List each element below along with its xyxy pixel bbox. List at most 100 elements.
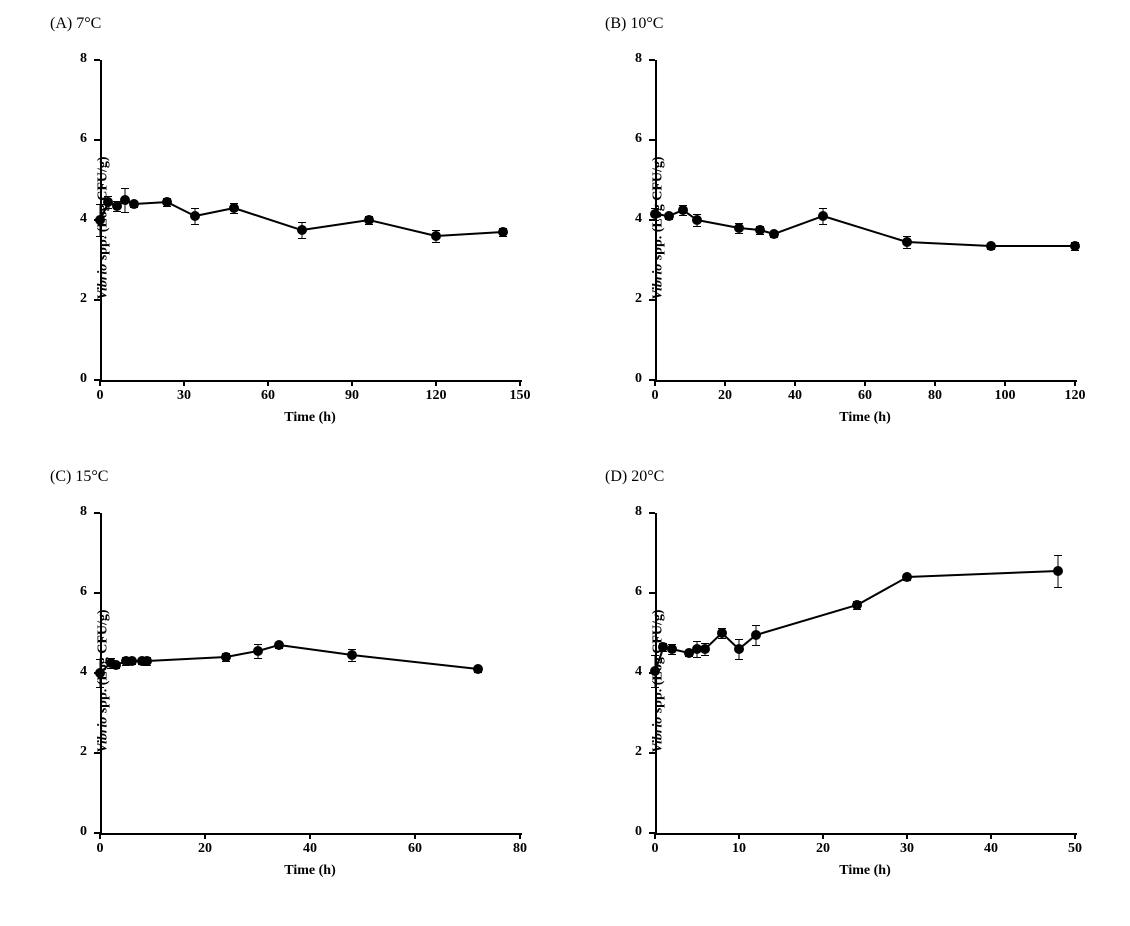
- panel-a: (A) 7°C Vibrio spp. (Log CFU/g)Time (h)0…: [20, 20, 555, 453]
- data-point: [274, 640, 284, 650]
- error-cap: [903, 248, 911, 249]
- y-tick-label: 0: [65, 824, 87, 840]
- error-cap: [254, 658, 262, 659]
- data-point: [95, 668, 105, 678]
- data-point: [1070, 241, 1080, 251]
- data-point: [667, 644, 677, 654]
- chart-grid: (A) 7°C Vibrio spp. (Log CFU/g)Time (h)0…: [20, 20, 1110, 906]
- x-tick-label: 100: [985, 388, 1025, 404]
- error-cap: [254, 644, 262, 645]
- error-cap: [1054, 555, 1062, 556]
- x-tick-label: 30: [887, 841, 927, 857]
- error-cap: [121, 188, 129, 189]
- data-point: [769, 229, 779, 239]
- data-point: [473, 664, 483, 674]
- data-point: [95, 215, 105, 225]
- data-point: [818, 211, 828, 221]
- y-tick: [94, 752, 100, 754]
- data-point: [498, 227, 508, 237]
- data-point: [700, 644, 710, 654]
- x-tick: [822, 833, 824, 839]
- data-point: [692, 215, 702, 225]
- x-tick: [738, 833, 740, 839]
- y-tick-label: 8: [65, 51, 87, 67]
- error-cap: [819, 208, 827, 209]
- error-cap: [298, 222, 306, 223]
- error-cap: [651, 687, 659, 688]
- x-tick: [1004, 380, 1006, 386]
- data-point: [650, 209, 660, 219]
- x-axis-label: Time (h): [270, 863, 350, 879]
- error-cap: [693, 657, 701, 658]
- error-cap: [96, 236, 104, 237]
- x-tick-label: 90: [332, 388, 372, 404]
- y-tick-label: 8: [620, 51, 642, 67]
- x-tick-label: 60: [248, 388, 288, 404]
- data-point: [1053, 566, 1063, 576]
- y-tick-label: 0: [65, 371, 87, 387]
- x-tick: [99, 380, 101, 386]
- y-tick-label: 6: [620, 131, 642, 147]
- y-tick-label: 4: [65, 664, 87, 680]
- error-cap: [96, 659, 104, 660]
- plot-area: [655, 513, 1077, 835]
- data-point: [142, 656, 152, 666]
- x-axis-label: Time (h): [270, 410, 350, 426]
- y-tick: [649, 752, 655, 754]
- chart-a: Vibrio spp. (Log CFU/g)Time (h)024680306…: [20, 20, 555, 453]
- x-tick: [519, 380, 521, 386]
- y-axis-label: Vibrio spp. (Log CFU/g): [96, 609, 112, 752]
- error-cap: [735, 639, 743, 640]
- plot-area: [655, 60, 1077, 382]
- x-tick-label: 60: [845, 388, 885, 404]
- error-cap: [693, 641, 701, 642]
- x-tick-label: 0: [635, 388, 675, 404]
- panel-c: (C) 15°C Vibrio spp. (Log CFU/g)Time (h)…: [20, 473, 555, 906]
- x-axis-label: Time (h): [825, 410, 905, 426]
- data-point: [347, 650, 357, 660]
- error-cap: [819, 224, 827, 225]
- error-cap: [96, 687, 104, 688]
- x-tick: [1074, 833, 1076, 839]
- x-tick: [990, 833, 992, 839]
- x-tick: [654, 380, 656, 386]
- error-cap: [121, 212, 129, 213]
- error-cap: [752, 645, 760, 646]
- x-tick-label: 40: [290, 841, 330, 857]
- x-tick: [519, 833, 521, 839]
- y-tick-label: 8: [65, 504, 87, 520]
- plot-area: [100, 60, 522, 382]
- x-tick: [414, 833, 416, 839]
- x-axis-label: Time (h): [825, 863, 905, 879]
- error-cap: [701, 655, 709, 656]
- error-cap: [432, 242, 440, 243]
- error-cap: [752, 625, 760, 626]
- error-cap: [298, 238, 306, 239]
- data-point: [986, 241, 996, 251]
- x-tick-label: 120: [1055, 388, 1095, 404]
- x-tick-label: 80: [915, 388, 955, 404]
- x-tick-label: 0: [80, 388, 120, 404]
- y-tick: [94, 592, 100, 594]
- x-tick-label: 40: [971, 841, 1011, 857]
- data-point: [755, 225, 765, 235]
- error-cap: [1054, 587, 1062, 588]
- x-tick: [267, 380, 269, 386]
- x-tick-label: 40: [775, 388, 815, 404]
- error-cap: [693, 226, 701, 227]
- data-point: [650, 666, 660, 676]
- data-point: [902, 237, 912, 247]
- data-point: [364, 215, 374, 225]
- data-point: [431, 231, 441, 241]
- y-tick: [649, 592, 655, 594]
- panel-b: (B) 10°C Vibrio spp. (Log CFU/g)Time (h)…: [575, 20, 1110, 453]
- data-point: [129, 199, 139, 209]
- x-tick-label: 60: [395, 841, 435, 857]
- data-point: [111, 660, 121, 670]
- x-tick: [351, 380, 353, 386]
- y-tick-label: 0: [620, 824, 642, 840]
- x-tick-label: 10: [719, 841, 759, 857]
- x-tick: [724, 380, 726, 386]
- error-cap: [651, 655, 659, 656]
- y-tick-label: 2: [620, 744, 642, 760]
